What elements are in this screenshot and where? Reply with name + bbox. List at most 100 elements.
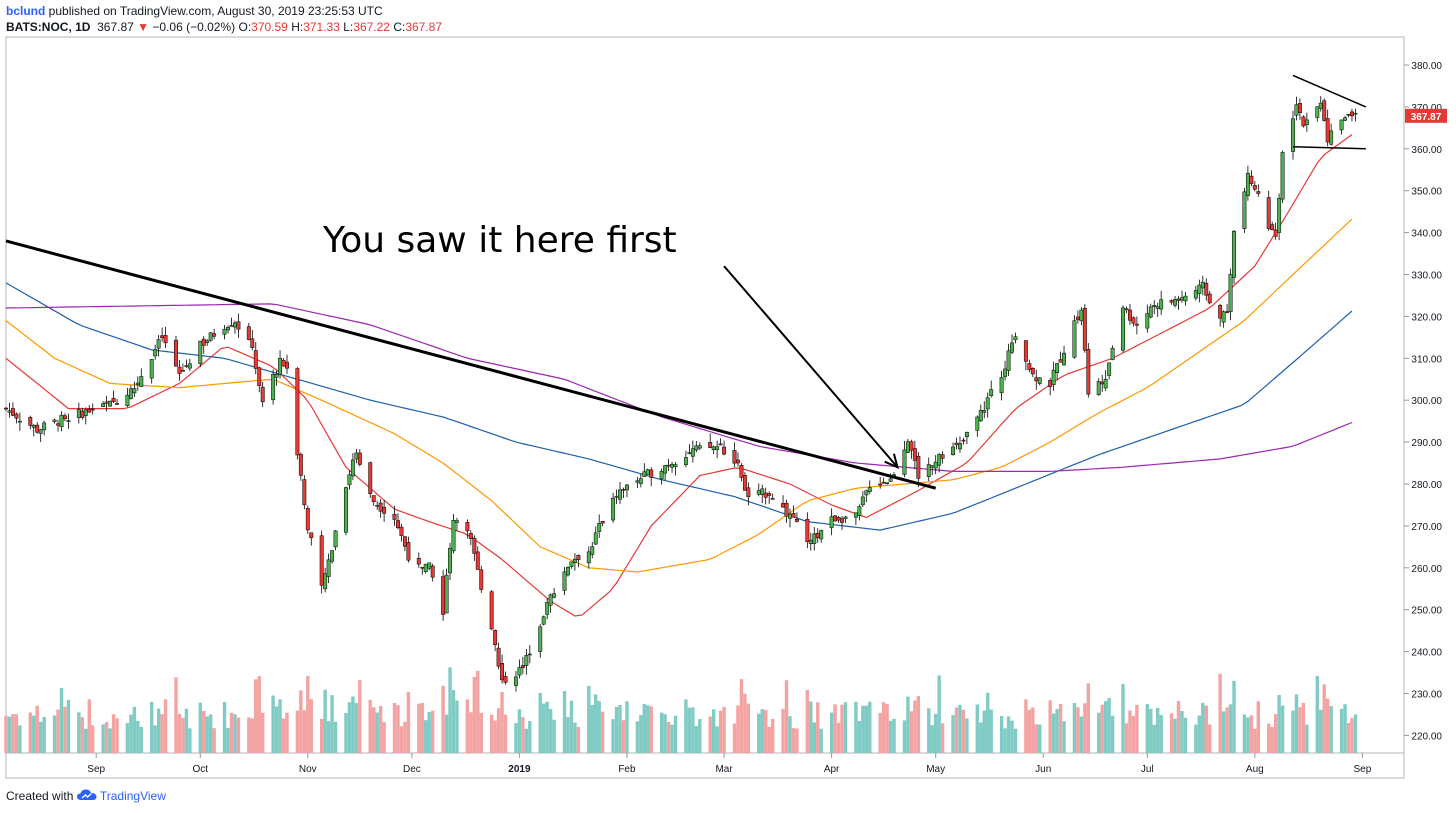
candle-body xyxy=(416,558,421,565)
volume-bar xyxy=(614,706,619,753)
volume-bar xyxy=(1253,728,1257,753)
volume-bar xyxy=(843,702,848,753)
volume-bar xyxy=(1204,705,1208,753)
volume-bar xyxy=(399,726,404,753)
candle-body xyxy=(149,359,154,379)
volume-bar xyxy=(694,725,699,753)
price-tick-label: 350.00 xyxy=(1411,187,1442,198)
price-tick-label: 280.00 xyxy=(1411,480,1442,491)
candle-body xyxy=(52,419,57,422)
price-tick-label: 250.00 xyxy=(1411,606,1442,617)
volume-bar xyxy=(1159,714,1163,753)
volume-bar xyxy=(205,716,209,753)
volume-bar xyxy=(156,708,161,753)
candle-body xyxy=(513,676,518,686)
candle-body xyxy=(174,339,178,367)
candle-body xyxy=(444,574,449,614)
candle-body xyxy=(746,487,751,498)
close-label: C: xyxy=(393,20,406,34)
volume-bar xyxy=(52,715,57,753)
candle-body xyxy=(382,507,387,514)
volume-bar xyxy=(666,721,671,753)
volume-bar xyxy=(739,679,744,753)
time-axis[interactable]: Sep Oct Nov Dec 2019 Feb Mar Apr May Jun Jul Aug Sep xyxy=(87,753,1372,775)
volume-bar xyxy=(104,722,109,753)
volume-bar xyxy=(625,701,629,753)
volume-bar xyxy=(594,694,598,753)
candle-body xyxy=(222,328,227,335)
candle-body xyxy=(323,573,328,590)
volume-bar xyxy=(139,726,143,753)
volume-bar xyxy=(496,708,501,753)
candle-body xyxy=(670,463,674,468)
candle-body xyxy=(38,429,43,434)
candle-body xyxy=(916,456,921,479)
candle-body xyxy=(402,536,407,547)
candle-body xyxy=(999,377,1004,394)
candle-body xyxy=(590,546,595,555)
volume-bar xyxy=(125,723,130,753)
tradingview-brand-link[interactable]: TradingView xyxy=(99,789,166,803)
candle-body xyxy=(1280,152,1285,200)
volume-bar xyxy=(649,706,653,753)
candle-body xyxy=(1200,281,1205,289)
volume-bar xyxy=(87,699,91,753)
volume-bar xyxy=(663,714,667,753)
candle-body xyxy=(326,559,331,577)
candle-body xyxy=(614,495,619,498)
candle-body xyxy=(1204,282,1209,296)
candle-body xyxy=(406,542,411,561)
candle-body xyxy=(423,563,428,573)
volume-bar xyxy=(767,726,771,753)
footer: Created with TradingView xyxy=(6,789,166,803)
volume-bar xyxy=(1305,724,1309,753)
volume-bar xyxy=(909,711,914,753)
price-tick-label: 370.00 xyxy=(1411,103,1442,114)
candle-body xyxy=(1221,311,1226,323)
volume-bar xyxy=(14,714,19,753)
candle-body xyxy=(1072,320,1077,358)
candle-body xyxy=(1134,323,1139,326)
volume-bar xyxy=(174,677,178,753)
candle-body xyxy=(375,505,380,507)
time-tick-label: Sep xyxy=(87,764,105,775)
time-tick-label: Dec xyxy=(403,764,421,775)
candle-body xyxy=(788,513,792,519)
volume-bar xyxy=(829,712,834,753)
candle-body xyxy=(1124,308,1129,311)
candle-body xyxy=(673,464,678,467)
price-axis[interactable]: 380.00 370.00 360.00 350.00 340.00 330.00 320.… xyxy=(1404,61,1447,742)
candle-body xyxy=(836,517,841,521)
candle-body xyxy=(881,481,886,484)
candle-body xyxy=(808,539,813,545)
candle-body xyxy=(368,462,373,494)
volume-bar xyxy=(1135,704,1139,753)
candle-body xyxy=(17,420,22,423)
candle-body xyxy=(281,360,286,367)
volume-bar xyxy=(715,726,719,753)
volume-bar xyxy=(202,711,206,753)
author-name[interactable]: bclund xyxy=(6,4,46,18)
volume-bar xyxy=(781,708,785,753)
volume-bar xyxy=(722,706,726,753)
volume-bar xyxy=(788,716,792,753)
candle-body xyxy=(1121,307,1125,351)
volume-bar xyxy=(691,707,695,753)
candle-body xyxy=(517,667,522,676)
last-price-badge xyxy=(1405,108,1447,123)
candle-body xyxy=(177,366,182,374)
candle-body xyxy=(829,516,834,529)
volume-bar xyxy=(999,716,1004,753)
candle-body xyxy=(940,454,945,459)
volume-bar xyxy=(323,689,327,753)
volume-bar xyxy=(854,701,858,753)
candle-body xyxy=(860,496,865,506)
volume-bar xyxy=(1107,698,1111,753)
candle-body xyxy=(1027,363,1032,370)
volume-bar xyxy=(278,699,282,753)
candle-body xyxy=(357,452,362,465)
volume-bar xyxy=(1006,716,1011,753)
candle-body xyxy=(371,495,376,503)
volume-bar xyxy=(857,721,862,753)
